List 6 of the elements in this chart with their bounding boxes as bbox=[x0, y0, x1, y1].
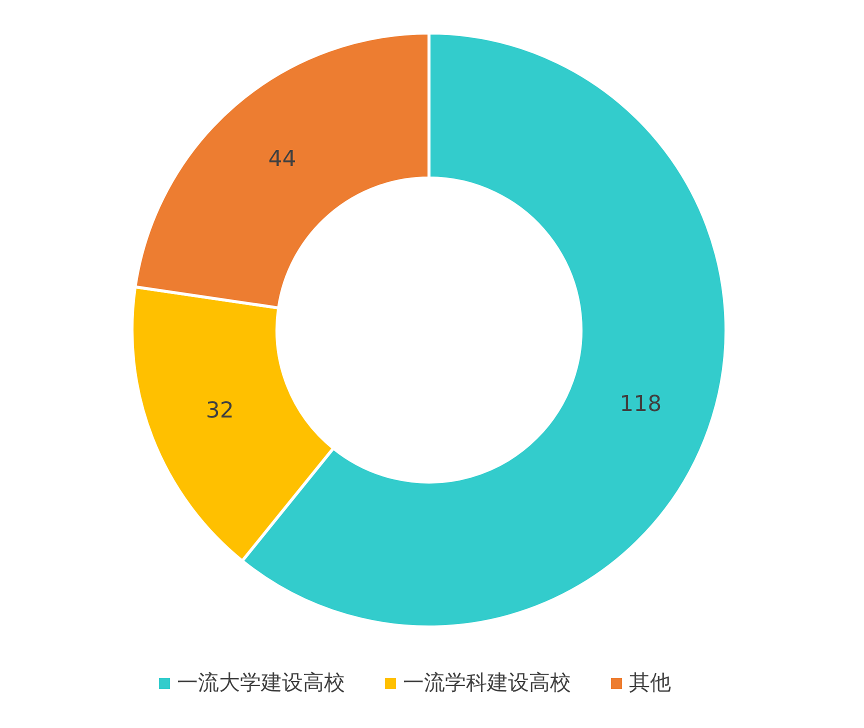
data-label: 32 bbox=[206, 398, 234, 424]
data-label: 118 bbox=[620, 392, 662, 417]
legend-label: 其他 bbox=[629, 670, 671, 695]
legend-label: 一流大学建设高校 bbox=[177, 670, 345, 695]
data-label: 44 bbox=[268, 147, 296, 172]
legend-label: 一流学科建设高校 bbox=[403, 670, 571, 695]
